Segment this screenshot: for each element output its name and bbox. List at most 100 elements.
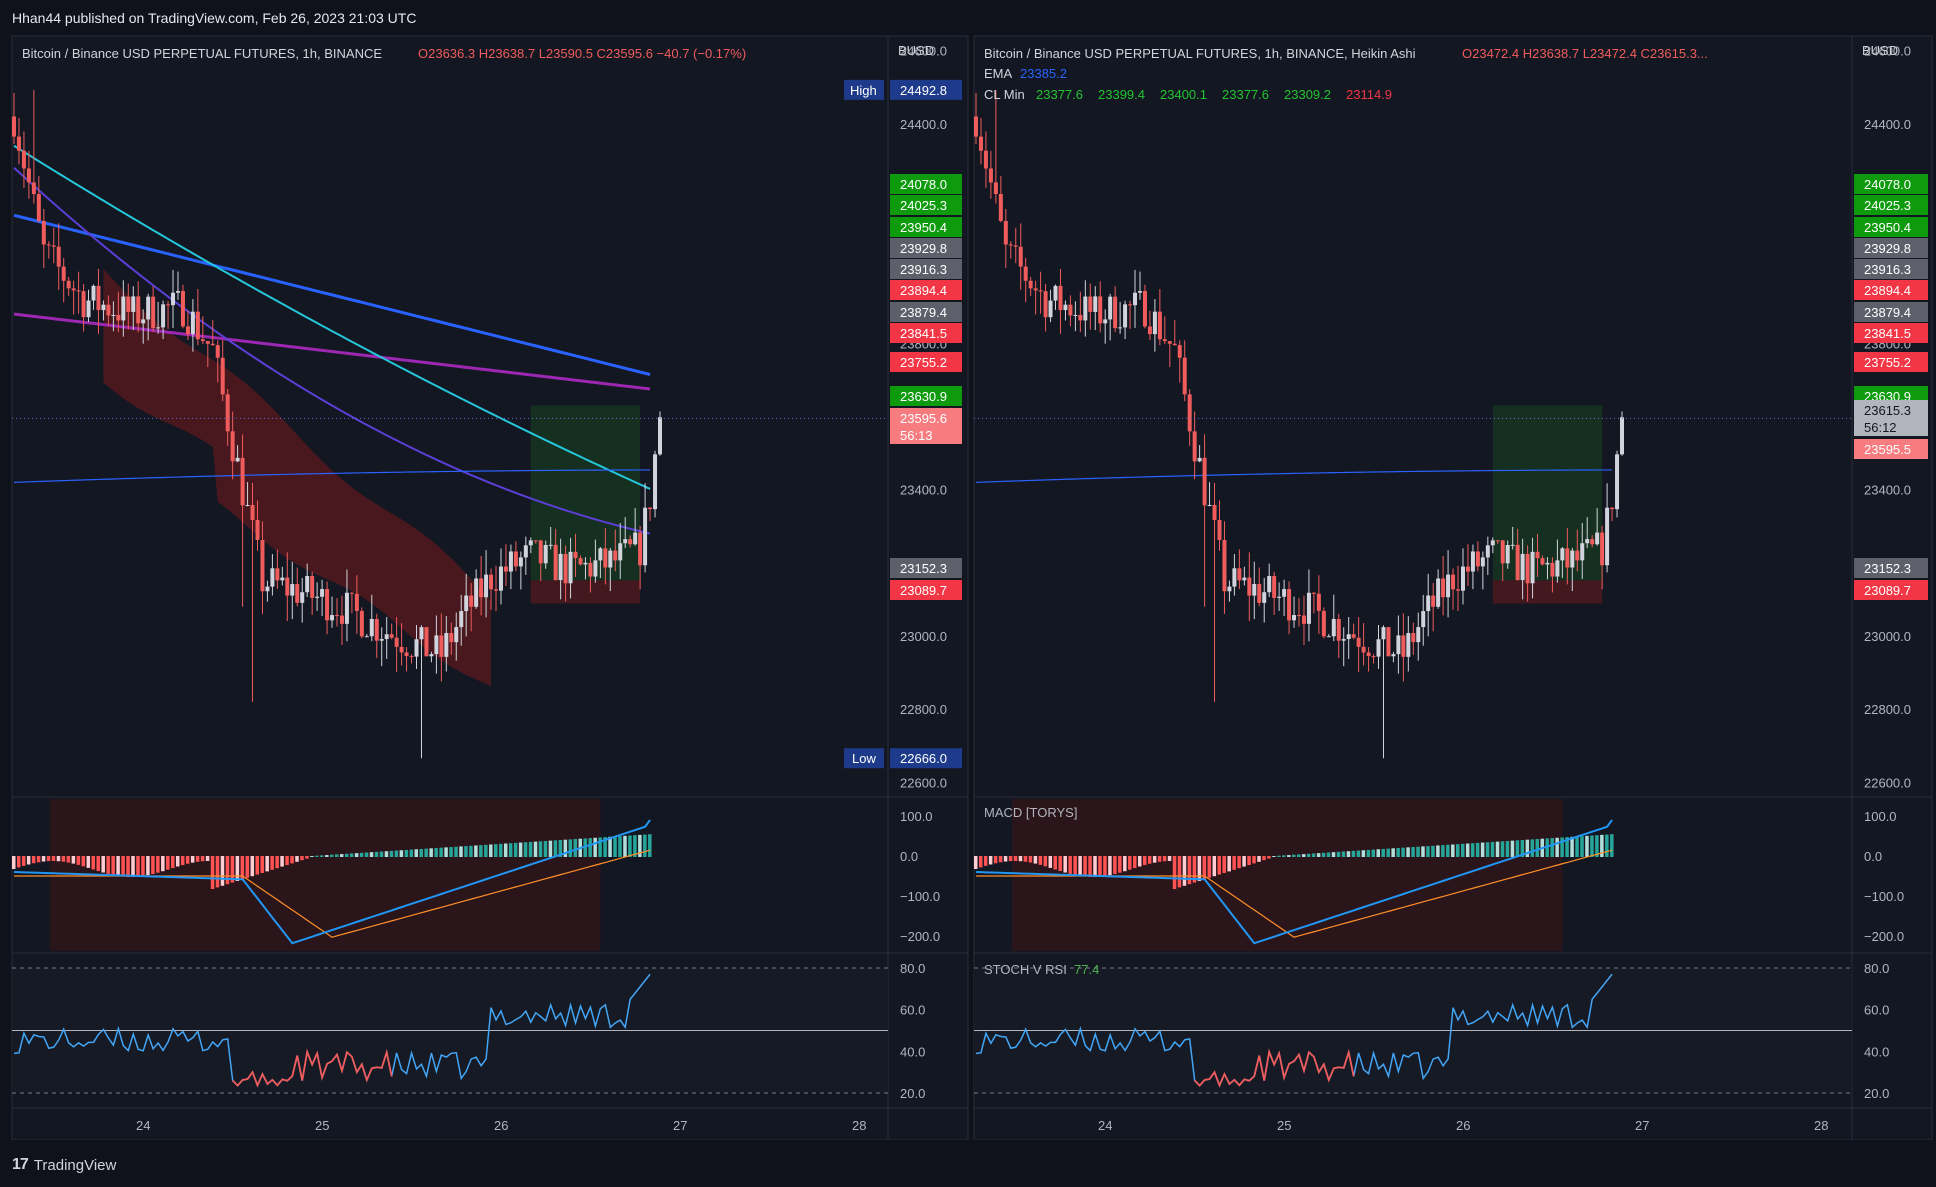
macd-histogram-bar [1078,856,1082,876]
stoch-tick: 40.0 [1864,1044,1889,1059]
candle-body [583,562,588,565]
macd-histogram-bar [1147,856,1152,864]
candle-body [1237,568,1242,581]
macd-histogram-bar [394,850,399,857]
price-label: 24025.3 [900,198,947,213]
last-price-bg [1854,400,1928,436]
candle-body [61,266,66,281]
macd-histogram-bar [1013,856,1018,862]
macd-histogram-bar [76,856,81,865]
candle-body [16,136,21,151]
macd-histogram-bar [1580,836,1584,857]
macd-histogram-bar [215,856,220,888]
macd-histogram-bar [156,856,160,873]
price-label-bg [1854,174,1928,194]
candle-body [628,539,633,545]
high-value-bg [890,79,962,100]
ema-100-line [13,144,651,490]
macd-histogram-bar [1321,852,1326,857]
low-value: 22666.0 [900,751,947,766]
macd-histogram-bar [1366,849,1371,857]
candle-body [260,539,265,592]
macd-histogram-bar [285,856,289,865]
macd-histogram-bar [171,856,175,869]
candle-body [1446,574,1451,598]
candle-body [1018,246,1023,267]
price-label: 24078.0 [900,177,947,192]
candle-body [1550,562,1555,577]
ema-long-line [13,469,651,483]
price-label-bg [890,195,962,215]
candle-body [638,532,643,566]
macd-histogram-bar [1331,852,1336,857]
stoch-legend: STOCH V RSI [984,962,1067,977]
candle-body [21,150,26,169]
price-label-bg [890,217,962,237]
macd-histogram-bar [195,856,200,862]
candle-body [434,635,439,655]
candle-body [374,618,379,641]
candle-body [1391,654,1396,657]
candle-body [613,550,618,561]
last-price-value: 23615.3 [1864,403,1911,418]
macd-histogram-bar [1182,856,1187,886]
candle-body [1147,326,1152,335]
candle-body [1088,296,1093,312]
candle-body [439,635,444,657]
candle-body [1356,637,1361,647]
macd-histogram-bar [1103,856,1107,877]
candle-body [643,507,648,566]
candle-body [1058,285,1063,311]
price-label: 23929.8 [1864,241,1911,256]
candle-body [1505,545,1510,564]
macd-histogram-bar [126,856,130,877]
macd-histogram-bar [1421,846,1425,857]
macd-histogram-bar [1282,855,1286,857]
macd-histogram-bar [389,850,394,857]
candle-body [1316,593,1321,611]
candle-body [603,548,608,568]
candle-body [1555,560,1560,577]
candle-body [275,568,280,581]
macd-histogram-bar [588,838,592,857]
macd-histogram-bar [325,855,329,857]
macd-pane: 100.0 0.0 −100.0 −200.0 MACD [TORYS] [974,799,1904,951]
macd-histogram-bar [553,840,558,857]
candle-body [988,168,993,183]
tradingview-logo[interactable]: 17 TradingView [12,1156,116,1174]
macd-histogram-bar [200,856,205,862]
price-label-bg [1854,238,1928,258]
long-position-loss-box [1492,580,1603,604]
macd-histogram-bar [523,842,528,857]
macd-histogram-bar [1272,856,1276,857]
macd-histogram-bar [240,856,245,880]
candle-body [1401,635,1406,657]
candle-body [1570,550,1575,568]
macd-histogram-bar [1356,850,1361,857]
price-label: 23894.4 [900,283,947,298]
candle-body [1252,584,1257,596]
macd-histogram-bar [489,844,493,857]
macd-histogram-bar [1262,856,1266,861]
macd-histogram-bar [1605,834,1609,857]
macd-histogram-bar [1441,845,1445,857]
candle-body [399,646,404,653]
candle-body [1361,646,1366,653]
macd-histogram-bar [46,856,51,862]
macd-histogram-bar [141,856,145,877]
high-tag-bg [844,79,884,100]
macd-histogram-bar [638,834,642,857]
macd-histogram-bar [1470,843,1475,857]
macd-tick: 100.0 [1864,809,1897,824]
macd-histogram-bar [1386,848,1390,857]
price-label-bg [890,174,962,194]
macd-histogram-bar [563,839,568,857]
macd-histogram-bar [608,836,612,857]
price-label: 23879.4 [900,305,947,320]
stoch-pane: 80.0 60.0 40.0 20.0 [12,961,925,1101]
candle-body [1495,540,1500,542]
macd-histogram-bar [1093,856,1097,877]
candle-body [1197,457,1202,462]
candle-body [349,592,354,594]
price-tick: 23000.0 [900,629,947,644]
